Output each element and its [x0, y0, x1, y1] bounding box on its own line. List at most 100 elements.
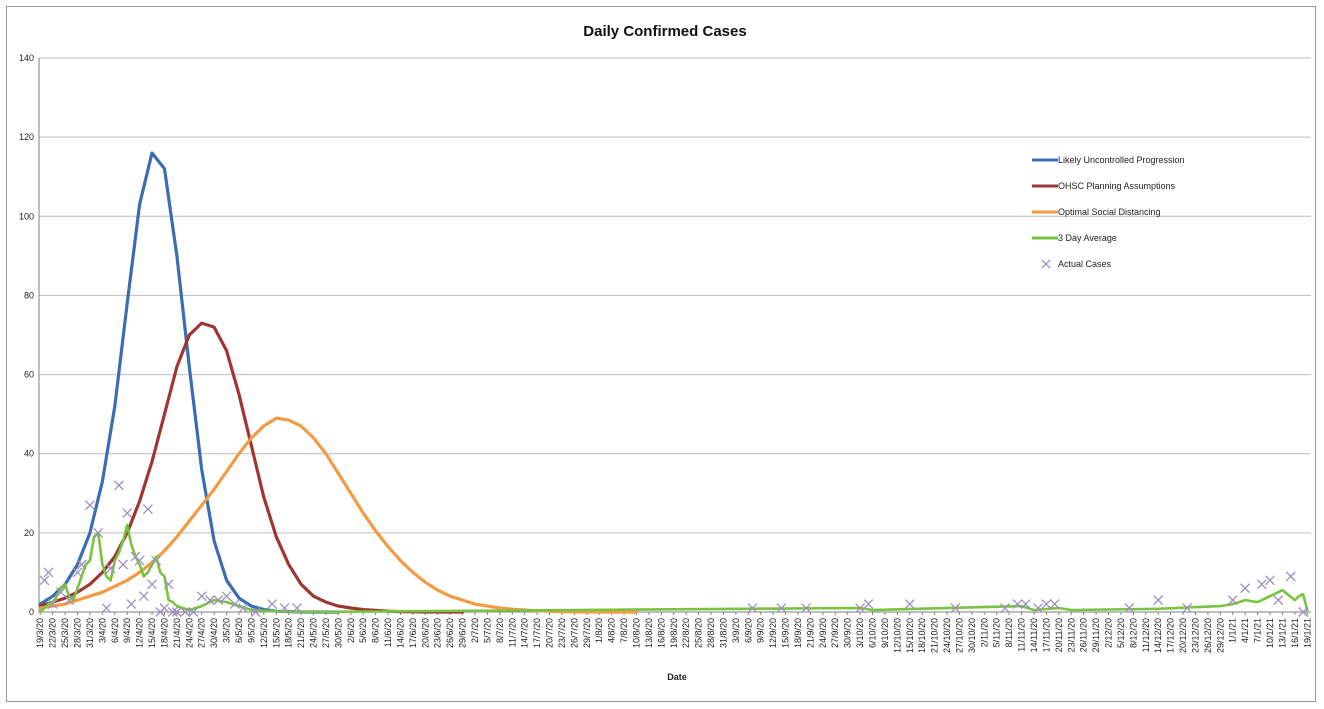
x-tick-label: 29/11/20 — [1091, 618, 1101, 652]
x-tick-label: 12/5/20 — [259, 618, 269, 648]
chart-frame: 0 20 40 60 80 100 120 140 19/3/20 22/3/20 25/3/20… — [6, 6, 1316, 702]
actual-case-point — [101, 603, 112, 614]
actual-case-point — [122, 508, 133, 519]
x-tick-label: 5/7/20 — [482, 618, 492, 643]
actual-case-point — [221, 591, 232, 602]
x-tick-label: 16/1/21 — [1290, 618, 1300, 648]
x-tick-label: 11/6/20 — [383, 618, 393, 647]
actual-case-point — [213, 595, 224, 606]
y-tick-label: 20 — [24, 528, 34, 538]
x-tick-label: 2/11/20 — [979, 618, 989, 647]
series-line-likely-uncontrolled-progression — [38, 151, 340, 614]
x-tick-label: 14/11/20 — [1029, 618, 1039, 652]
x-tick-label: 19/3/20 — [35, 618, 45, 648]
x-tick-label: 8/11/20 — [1004, 618, 1014, 647]
x-tick-label: 31/3/20 — [85, 618, 95, 648]
actual-case-point — [147, 579, 157, 590]
actual-case-point — [855, 603, 866, 614]
actual-case-point — [113, 480, 124, 491]
x-tick-label: 26/11/20 — [1079, 618, 1089, 652]
actual-case-point — [151, 555, 162, 566]
actual-case-point — [238, 603, 249, 614]
x-tick-label: 23/7/20 — [557, 618, 567, 648]
x-tick-label: 17/7/20 — [532, 618, 542, 648]
x-tick-label: 6/10/20 — [868, 618, 878, 648]
x-tick-label: 30/4/20 — [209, 618, 219, 648]
x-tick-label: 23/11/20 — [1066, 618, 1076, 652]
x-tick-label: 30/10/20 — [967, 618, 977, 653]
actual-case-point — [167, 607, 178, 617]
x-tick-label: 9/4/20 — [122, 618, 132, 643]
actual-case-point — [1020, 599, 1031, 610]
x-tick-label: 20/12/20 — [1178, 618, 1188, 653]
x-tick-label: 12/9/20 — [768, 618, 778, 648]
x-tick-label: 2/12/20 — [1104, 618, 1114, 648]
x-tick-label: 20/11/20 — [1054, 618, 1064, 652]
x-tick-label: 6/5/20 — [234, 618, 244, 643]
y-tick-label: 60 — [24, 370, 34, 380]
x-tick-label: 2/6/20 — [346, 618, 356, 643]
x-tick-label: 12/4/20 — [135, 618, 145, 648]
actual-case-point — [47, 599, 58, 610]
x-tick-label: 29/12/20 — [1215, 618, 1225, 653]
actual-case-point — [171, 607, 182, 617]
actual-case-point — [72, 567, 83, 578]
legend-swatch-actual-cases — [1041, 259, 1051, 269]
actual-case-point — [279, 603, 290, 614]
x-tick-label: 24/10/20 — [942, 618, 952, 653]
x-tick-label: 21/4/20 — [172, 618, 182, 648]
actual-case-point — [126, 599, 137, 610]
actual-case-point — [1256, 579, 1267, 590]
x-tick-label: 17/11/20 — [1041, 618, 1051, 652]
x-tick-label: 15/5/20 — [271, 618, 281, 648]
actual-case-point — [1041, 599, 1052, 610]
gridlines — [39, 57, 1311, 613]
x-tick-label: 27/4/20 — [197, 618, 207, 648]
actual-case-point — [134, 555, 145, 566]
x-tick-label: 5/12/20 — [1116, 618, 1126, 648]
x-tick-label: 27/9/20 — [830, 618, 840, 648]
x-tick-label: 25/3/20 — [60, 618, 70, 648]
x-tick-label: 7/8/20 — [619, 618, 629, 643]
x-axis-ticks: 19/3/20 22/3/20 25/3/20 28/3/20 31/3/20 3/4/2… — [35, 612, 1312, 653]
actual-case-point — [84, 500, 95, 511]
x-tick-label: 6/9/20 — [743, 618, 753, 643]
y-tick-label: 0 — [29, 607, 34, 617]
x-tick-label: 3/4/20 — [97, 618, 107, 643]
y-tick-label: 100 — [19, 211, 34, 221]
x-tick-label: 13/1/21 — [1277, 618, 1287, 648]
legend-label-ohsc-planning-assumptions: OHSC Planning Assumptions — [1058, 181, 1176, 191]
actual-case-point — [64, 595, 75, 606]
x-tick-label: 4/1/21 — [1240, 618, 1250, 643]
actual-case-point — [801, 603, 812, 614]
actual-case-point — [904, 599, 915, 610]
x-tick-label: 24/5/20 — [309, 618, 319, 648]
actual-case-point — [747, 603, 758, 614]
x-tick-label: 1/8/20 — [594, 618, 604, 643]
x-tick-label: 21/10/20 — [930, 618, 940, 653]
y-tick-label: 40 — [24, 449, 34, 459]
actual-case-point — [188, 607, 199, 617]
x-tick-label: 30/9/20 — [843, 618, 853, 648]
x-tick-label: 3/9/20 — [731, 618, 741, 643]
x-tick-label: 14/6/20 — [395, 618, 405, 648]
x-tick-label: 10/8/20 — [631, 618, 641, 648]
x-tick-label: 28/8/20 — [706, 618, 716, 648]
actual-case-point — [76, 559, 87, 570]
x-tick-label: 31/8/20 — [718, 618, 728, 648]
x-tick-label: 11/12/20 — [1141, 618, 1151, 652]
x-tick-label: 26/12/20 — [1203, 618, 1213, 653]
x-tick-label: 3/5/20 — [222, 618, 232, 643]
legend-label-optimal-social-distancing: Optimal Social Distancing — [1058, 207, 1161, 217]
actual-case-point — [863, 599, 874, 610]
x-tick-label: 29/7/20 — [582, 618, 592, 648]
actual-case-point — [138, 591, 149, 602]
legend: Likely Uncontrolled Progression OHSC Plan… — [1032, 155, 1185, 269]
actual-case-point — [229, 599, 240, 610]
x-tick-label: 24/9/20 — [818, 618, 828, 648]
actual-case-point — [1285, 571, 1296, 582]
x-tick-label: 22/3/20 — [48, 618, 58, 648]
actual-case-point — [1227, 595, 1238, 606]
x-tick-label: 17/6/20 — [408, 618, 418, 648]
x-tick-label: 14/12/20 — [1153, 618, 1163, 653]
